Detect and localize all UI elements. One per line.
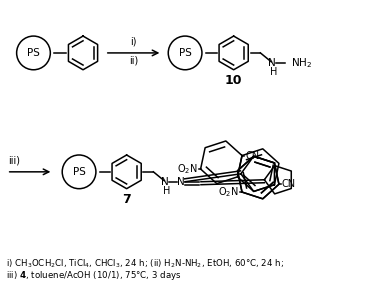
Text: PS: PS — [27, 48, 40, 58]
Text: O$_2$N: O$_2$N — [177, 162, 198, 176]
Text: iii): iii) — [8, 156, 20, 166]
Text: H: H — [163, 186, 170, 196]
Text: i): i) — [130, 37, 137, 47]
Text: N: N — [162, 177, 169, 187]
Text: ii): ii) — [129, 56, 138, 66]
Text: NH$_2$: NH$_2$ — [291, 56, 312, 70]
Text: 10: 10 — [225, 74, 242, 87]
Text: 7: 7 — [122, 193, 131, 206]
Text: N: N — [269, 58, 276, 68]
Text: N: N — [177, 177, 185, 187]
Text: H: H — [270, 67, 277, 77]
Circle shape — [168, 36, 202, 70]
Text: CN: CN — [282, 179, 296, 189]
Text: PS: PS — [179, 48, 192, 58]
Text: O$_2$N: O$_2$N — [218, 185, 239, 199]
Circle shape — [16, 36, 50, 70]
Circle shape — [62, 155, 96, 189]
Text: iii) $\mathbf{4}$, toluene/AcOH (10/1), 75°C, 3 days: iii) $\mathbf{4}$, toluene/AcOH (10/1), … — [6, 269, 181, 282]
Text: CN: CN — [245, 151, 259, 160]
Text: PS: PS — [73, 167, 85, 177]
Text: i) CH$_3$OCH$_2$Cl, TiCl$_4$, CHCl$_3$, 24 h; (ii) H$_2$N-NH$_2$, EtOH, 60°C, 24: i) CH$_3$OCH$_2$Cl, TiCl$_4$, CHCl$_3$, … — [6, 257, 284, 270]
